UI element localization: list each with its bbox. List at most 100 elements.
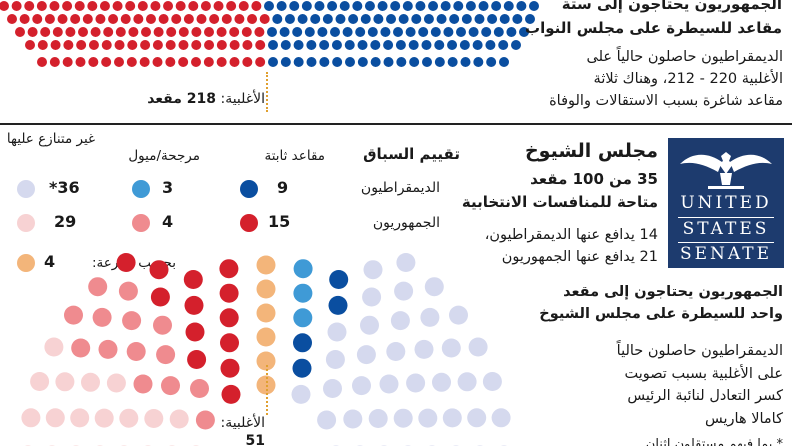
house-seat (491, 1, 502, 11)
house-seat (216, 27, 227, 37)
house-seat (383, 40, 394, 50)
house-seat (370, 40, 381, 50)
house-seat (478, 1, 489, 11)
house-seat (529, 1, 539, 11)
house-seat (345, 57, 355, 67)
senate-title: مجلس الشيوخ (524, 140, 658, 162)
house-seat (280, 40, 291, 50)
house-seat (204, 40, 215, 50)
col-header-uncontested-text: غير متنازع عليها (6, 131, 96, 147)
house-seat (327, 1, 338, 11)
house-seat (339, 1, 350, 11)
house-seat (319, 57, 330, 67)
house-seat (166, 27, 177, 37)
house-seat (90, 27, 101, 37)
senate-seat (70, 408, 90, 428)
house-seat (32, 14, 43, 24)
house-seat (137, 1, 148, 11)
dem-uncontested-value: 36* (49, 178, 80, 197)
house-seat (411, 14, 422, 24)
house-seat (52, 27, 63, 37)
house-seat (165, 40, 176, 50)
house-seat (234, 14, 245, 24)
senate-logo-line3: SENATE (679, 244, 773, 264)
house-seat (183, 14, 194, 24)
house-seat (19, 14, 30, 24)
senate-seat (71, 338, 91, 358)
house-seat (191, 40, 202, 50)
senate-seat (64, 305, 83, 325)
house-seat (440, 1, 451, 11)
senate-seat (414, 339, 434, 359)
senate-seat (393, 408, 413, 428)
house-seat (126, 57, 137, 67)
house-seat (474, 14, 485, 24)
senate-seat (21, 408, 41, 428)
senate-seats-line2: متاحة للمنافسات الانتخابية (461, 193, 658, 211)
house-seat (191, 27, 202, 37)
tossup-value: 4 (44, 252, 56, 271)
senate-seat (220, 333, 239, 353)
house-seat (87, 1, 98, 11)
house-majority-label: الأغلبية: (220, 91, 265, 107)
house-seat (373, 14, 384, 24)
house-seat (344, 40, 355, 50)
house-seat (37, 57, 47, 67)
senate-seat (119, 408, 139, 428)
senate-body-line: كامالا هاريس (705, 410, 783, 427)
house-seat (133, 14, 144, 24)
house-seat (456, 27, 466, 37)
senate-need-line2: واحد للسيطرة على مجلس الشيوخ (539, 306, 783, 322)
house-seat (434, 57, 445, 67)
senate-seat (92, 307, 112, 327)
house-seat (37, 40, 48, 50)
house-seat (267, 27, 277, 37)
senate-seat (118, 281, 138, 301)
house-seat (268, 40, 278, 50)
house-seat (335, 14, 346, 24)
senate-seat (221, 384, 241, 404)
senate-majority-value: 51 (245, 433, 265, 446)
senate-seat (467, 408, 487, 428)
house-seat (306, 57, 317, 67)
house-seat (279, 27, 290, 37)
dem-solid-value: 9 (277, 178, 289, 197)
house-seat (506, 27, 517, 37)
house-seat (525, 14, 535, 24)
house-seat (70, 14, 81, 24)
senate-seat (457, 372, 477, 392)
senate-seat (116, 253, 136, 272)
house-seat (158, 14, 169, 24)
house-seat (40, 27, 51, 37)
senate-seat (106, 373, 126, 393)
house-seat (175, 1, 186, 11)
house-seat (49, 57, 60, 67)
senate-seat (406, 373, 426, 393)
house-seat (301, 1, 312, 11)
house-body-line: الديمقراطيون حاصلون حالياً على (586, 49, 784, 65)
house-seat (216, 57, 227, 67)
house-seat (422, 57, 432, 67)
house-seat (418, 27, 429, 37)
house-seat (255, 40, 266, 50)
senate-seat (352, 376, 371, 396)
house-seat (78, 27, 88, 37)
house-seat (485, 40, 496, 50)
house-seat (355, 27, 366, 37)
house-seat (519, 27, 529, 37)
house-seat (145, 14, 156, 24)
house-seat (242, 57, 253, 67)
house-seat (200, 1, 211, 11)
house-seat (255, 57, 266, 67)
senate-seat (256, 279, 276, 299)
senate-seat (293, 259, 313, 279)
house-seat (498, 40, 509, 50)
house-seat (396, 57, 407, 67)
house-seat (36, 1, 47, 11)
senate-seat (368, 409, 388, 428)
senate-seat (156, 345, 176, 365)
senate-majority-line (266, 365, 268, 415)
house-seat (461, 14, 472, 24)
senate-seat (418, 408, 438, 428)
house-seat (128, 27, 139, 37)
